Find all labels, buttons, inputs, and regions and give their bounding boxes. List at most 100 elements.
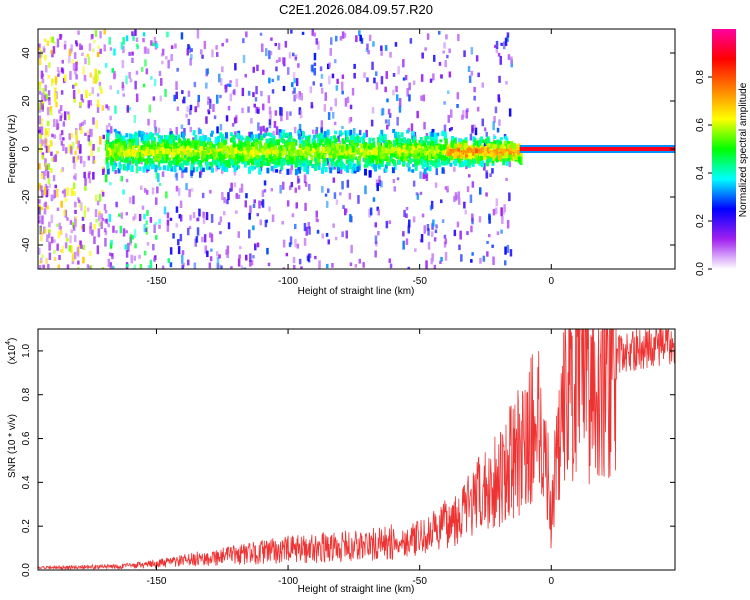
spectrogram-cell (75, 156, 78, 163)
spectrogram-cell (341, 90, 344, 95)
spectrogram-cell (50, 194, 54, 202)
y-tick-label: 0 (21, 146, 32, 152)
spectrogram-cell (189, 149, 193, 157)
spectrogram-cell (485, 159, 489, 167)
spectrogram-cell (279, 107, 282, 116)
spectrogram-cell (366, 77, 369, 83)
spectrogram-cell (226, 150, 230, 155)
spectrogram-cell (230, 137, 233, 143)
spectrogram-cell (348, 149, 352, 154)
spectrogram-cell (316, 147, 320, 154)
spectrogram-cell (417, 145, 421, 149)
spectrogram-cell (434, 158, 438, 162)
spectrogram-cell (499, 154, 503, 158)
spectrogram-cell (469, 157, 473, 164)
spectrogram-cell (94, 209, 98, 217)
spectrogram-cell (233, 88, 236, 96)
spectrogram-cell (187, 44, 190, 50)
spectrogram-cell (402, 137, 406, 144)
spectrogram-cell (432, 73, 435, 81)
spectrogram-cell (55, 101, 58, 108)
spectrogram-cell (44, 138, 47, 144)
spectrogram-cell (350, 156, 354, 162)
spectrogram-cell (271, 89, 275, 94)
spectrogram-cell (225, 249, 228, 256)
spectrogram-cell (87, 100, 90, 108)
spectrogram-cell (259, 32, 263, 36)
spectrogram-cell (237, 258, 241, 267)
spectrogram-cell (374, 164, 377, 172)
spectrogram-cell (48, 99, 51, 105)
spectrogram-cell (244, 73, 247, 78)
spectrogram-cell (156, 146, 160, 152)
spectrogram-cell (510, 56, 513, 65)
spectrogram-cell (333, 150, 337, 157)
spectrogram-cell (221, 43, 224, 47)
spectrogram-cell (493, 153, 497, 158)
spectrogram-cell (193, 262, 197, 269)
spectrogram-cell (48, 228, 51, 233)
spectrogram-cell (79, 101, 82, 107)
spectrogram-cell (142, 38, 145, 43)
spectrogram-cell (258, 157, 262, 162)
spectrogram-cell (261, 190, 265, 197)
spectrogram-cell (162, 165, 166, 171)
spectrogram-cell (133, 264, 137, 269)
spectrogram-cell (453, 138, 457, 143)
spectrogram-cell (475, 148, 478, 153)
spectrogram-cell (384, 45, 388, 51)
spectrogram-cell (71, 260, 75, 265)
spectrogram-cell (324, 167, 328, 173)
spectrogram-cell (160, 52, 164, 57)
spectrogram-cell (238, 155, 242, 161)
spectrogram-cell (233, 157, 237, 164)
spectrogram-cell (504, 135, 508, 140)
spectrogram-cell (495, 198, 499, 207)
spectrogram-cell (89, 128, 92, 138)
spectrogram-cell (147, 155, 151, 161)
spectrogram-cell (109, 252, 112, 256)
spectrogram-cell (448, 155, 452, 161)
spectrogram-cell (280, 158, 284, 166)
spectrogram-cell (38, 199, 41, 204)
spectrogram-cell (89, 225, 92, 234)
spectrogram-cell (199, 146, 203, 149)
spectrogram-cell (260, 155, 264, 161)
spectrogram-cell (502, 148, 506, 153)
spectrogram-cell (334, 146, 337, 152)
spectrogram-cell (147, 165, 151, 170)
spectrogram-cell (267, 262, 271, 267)
spectrogram-cell (75, 61, 78, 71)
spectrogram-cell (218, 73, 221, 83)
spectrogram-cell (38, 81, 42, 91)
spectrogram-cell (257, 109, 260, 114)
spectrogram-cell (45, 185, 49, 191)
spectrogram-cell (340, 153, 344, 159)
snr-ylabel: SNR (10 * v/v) (7, 414, 18, 478)
y-tick-label: -20 (21, 189, 32, 204)
spectrogram-cell (463, 50, 466, 57)
spectrogram-cell (152, 141, 156, 146)
spectrogram-cell (497, 94, 500, 101)
spectrogram-cell (282, 267, 286, 269)
spectrogram-cell (247, 106, 250, 113)
spectrogram-cell (488, 213, 491, 221)
spectrogram-cell (282, 159, 286, 165)
spectrogram-cell (265, 150, 268, 156)
spectrogram-cell (280, 114, 283, 122)
spectrogram-cell (255, 138, 259, 144)
spectrogram-cell (54, 154, 57, 162)
spectrogram-cell (446, 185, 449, 192)
spectrogram-cell (408, 82, 411, 91)
spectrogram-cell (128, 197, 132, 204)
spectrogram-cell (407, 166, 411, 172)
spectrogram-cell (205, 212, 209, 221)
spectrogram-cell (54, 87, 57, 96)
spectrogram-cell (265, 48, 268, 57)
spectrogram-cell (186, 48, 189, 56)
spectrogram-cell (130, 152, 134, 157)
spectrogram-cell (466, 186, 470, 193)
spectrogram-cell (207, 110, 211, 115)
spectrogram-cell (273, 140, 277, 146)
spectrogram-cell (318, 138, 322, 146)
